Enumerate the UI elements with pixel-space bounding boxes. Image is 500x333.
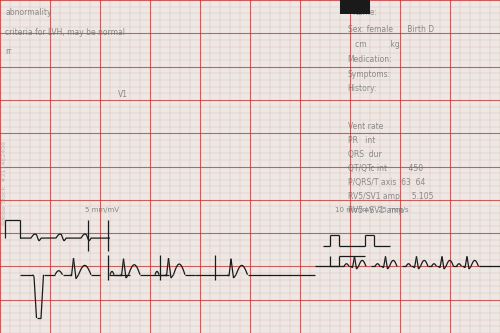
Text: P/QRS/T axis  63  64: P/QRS/T axis 63 64 (348, 178, 425, 187)
Text: RV5+SV1 amp: RV5+SV1 amp (348, 206, 403, 215)
Text: PR   int: PR int (348, 136, 375, 145)
Text: abnormality: abnormality (5, 8, 52, 17)
Text: QT/QTc int         450: QT/QTc int 450 (348, 164, 422, 173)
Text: History:: History: (348, 84, 377, 93)
Text: 10 mm/mV  25 mm/s: 10 mm/mV 25 mm/s (335, 207, 408, 213)
Text: criteria for LVH, may be normal: criteria for LVH, may be normal (5, 28, 125, 37)
Text: RV5/SV1 amp     5.105: RV5/SV1 amp 5.105 (348, 192, 433, 201)
Text: Medication:: Medication: (348, 55, 392, 64)
Text: Adobe Stock  #211462409: Adobe Stock #211462409 (2, 141, 7, 225)
Text: Name:: Name: (352, 8, 378, 17)
Text: Sex: female      Birth D: Sex: female Birth D (348, 25, 434, 34)
Text: Vent rate: Vent rate (348, 122, 383, 131)
Bar (340, 0, 370, 14)
Text: Symptoms:: Symptoms: (348, 70, 391, 79)
Text: rr: rr (5, 47, 12, 56)
Text: V1: V1 (118, 90, 128, 99)
Text: QRS  dur: QRS dur (348, 150, 382, 159)
Text: cm          kg: cm kg (348, 40, 399, 49)
Text: 5 mm/mV: 5 mm/mV (85, 207, 119, 213)
